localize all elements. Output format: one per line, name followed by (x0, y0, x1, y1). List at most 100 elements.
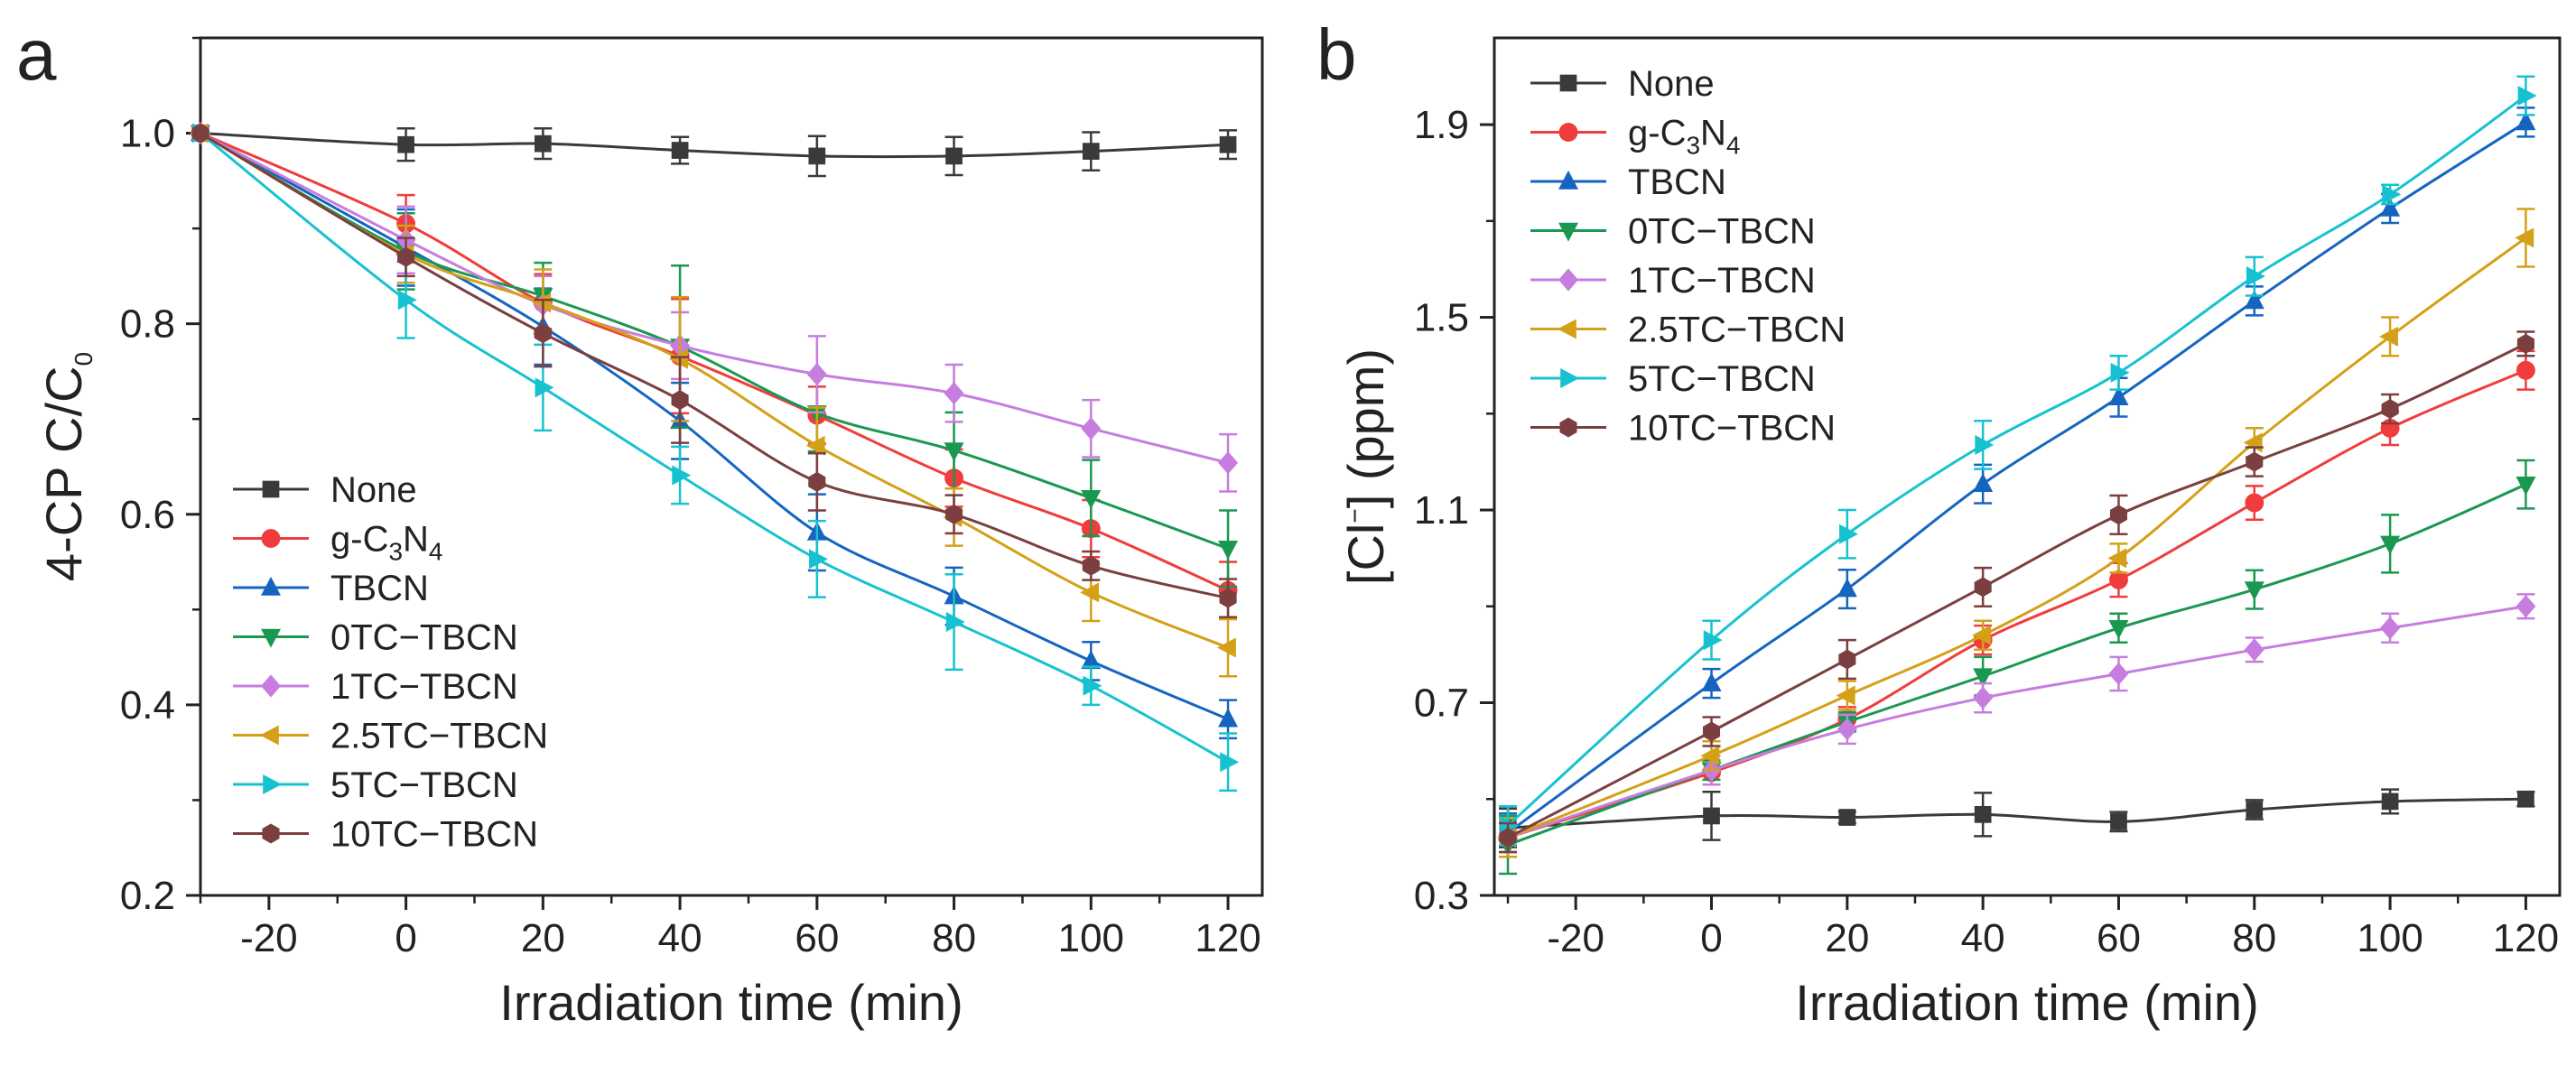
y-tick-label: 1.0 (120, 112, 175, 156)
data-point (945, 612, 965, 633)
y-tick-label: 1.9 (1414, 103, 1469, 147)
legend-item: 5TC−TBCN (233, 765, 518, 805)
legend-marker (262, 823, 280, 844)
legend-label: 2.5TC−TBCN (330, 717, 548, 756)
x-axis-label: Irradiation time (min) (499, 974, 963, 1031)
data-point (2517, 86, 2537, 107)
legend-label: None (330, 470, 417, 510)
legend-marker (1559, 417, 1577, 438)
legend-label: 5TC−TBCN (1628, 359, 1816, 399)
series (1498, 459, 2536, 876)
series-line (200, 132, 1229, 465)
y-tick-label: 0.2 (120, 874, 175, 918)
data-point (1838, 649, 1856, 670)
data-point (1701, 672, 1722, 691)
data-point (1974, 577, 1992, 598)
legend-item: 0TC−TBCN (1530, 212, 1816, 252)
data-point (2517, 790, 2534, 808)
data-point (1499, 827, 1517, 848)
legend-marker (1558, 170, 1578, 190)
series-line (1507, 797, 2526, 830)
legend-marker (1558, 268, 1578, 292)
data-point (944, 442, 964, 462)
series (191, 125, 1239, 589)
legend-label: 2.5TC−TBCN (1628, 311, 1846, 350)
data-point (944, 382, 964, 405)
legend-item: 5TC−TBCN (1530, 359, 1816, 399)
data-point (534, 323, 552, 344)
data-point (2244, 581, 2264, 601)
data-point (2381, 398, 2399, 419)
data-point (2516, 595, 2536, 618)
x-tick-label: 120 (1195, 916, 1260, 960)
legend-label: 1TC−TBCN (1628, 261, 1816, 301)
legend-item: TBCN (233, 569, 429, 608)
data-point (2109, 505, 2127, 525)
legend-marker (261, 628, 281, 648)
data-point (806, 362, 827, 386)
series (1496, 208, 2535, 858)
legend-label: 1TC−TBCN (330, 667, 518, 707)
data-point (1216, 637, 1236, 658)
data-point (671, 142, 689, 159)
legend-marker (1559, 74, 1577, 92)
x-tick-label: 60 (795, 916, 839, 960)
data-point (1837, 718, 1857, 741)
y-axis-ticks: 0.3 0.7 1.1 1.5 1.9 (1414, 103, 1494, 918)
data-point (1838, 809, 1856, 826)
legend-item: None (233, 470, 417, 510)
data-point (2516, 476, 2536, 496)
data-point (2245, 493, 2264, 513)
y-tick-label: 0.3 (1414, 874, 1469, 918)
legend-item: 0TC−TBCN (233, 618, 518, 658)
x-tick-label: 20 (1825, 916, 1869, 960)
data-point (1083, 675, 1102, 696)
x-axis-ticks: -20 0 20 40 60 80 100 120 (199, 895, 1261, 960)
data-point (2382, 184, 2402, 205)
data-point (2379, 326, 2398, 347)
legend-marker (1557, 319, 1576, 339)
panel-letter: b (1316, 14, 1357, 95)
data-point (397, 290, 417, 311)
series (1499, 788, 2535, 848)
y-tick-label: 0.6 (120, 493, 175, 537)
data-point (535, 134, 552, 153)
data-point (1702, 721, 1721, 742)
panel-letter: a (16, 14, 57, 95)
legend-label: 0TC−TBCN (1628, 212, 1816, 252)
series (192, 123, 1240, 793)
panel-a: a -20 0 20 40 60 80 100 120 0.2 0.4 0.6 0.8 1.0 Irradi… (16, 14, 1264, 1031)
data-point (1837, 578, 1857, 598)
legend-marker (261, 576, 281, 596)
data-point (1975, 434, 1995, 455)
x-axis-label: Irradiation time (min) (1795, 974, 2258, 1031)
data-point (2516, 111, 2536, 131)
x-tick-label: 0 (1700, 916, 1722, 960)
data-point (1836, 685, 1855, 706)
data-point (2516, 360, 2535, 380)
x-tick-label: 40 (658, 916, 702, 960)
legend-label: TBCN (330, 569, 429, 608)
data-point (945, 504, 963, 524)
data-point (2110, 362, 2130, 383)
x-tick-label: 100 (2357, 916, 2423, 960)
data-point (535, 377, 554, 398)
data-point (2246, 266, 2265, 287)
x-tick-label: 20 (521, 916, 565, 960)
legend-label: 0TC−TBCN (330, 618, 518, 658)
legend-item: g-C3N4 (233, 520, 443, 566)
data-point (1973, 686, 1994, 709)
legend-marker (261, 529, 281, 548)
data-point (2380, 616, 2401, 640)
legend-item: g-C3N4 (1530, 114, 1741, 160)
data-point (397, 135, 414, 153)
legend-label: 10TC−TBCN (1628, 409, 1836, 449)
x-tick-label: -20 (1547, 916, 1604, 960)
data-point (1219, 588, 1237, 608)
legend-marker (262, 480, 280, 498)
data-point (1839, 524, 1858, 544)
legend-label: TBCN (1628, 162, 1726, 202)
x-tick-label: 80 (2232, 916, 2276, 960)
data-point (2109, 570, 2128, 589)
